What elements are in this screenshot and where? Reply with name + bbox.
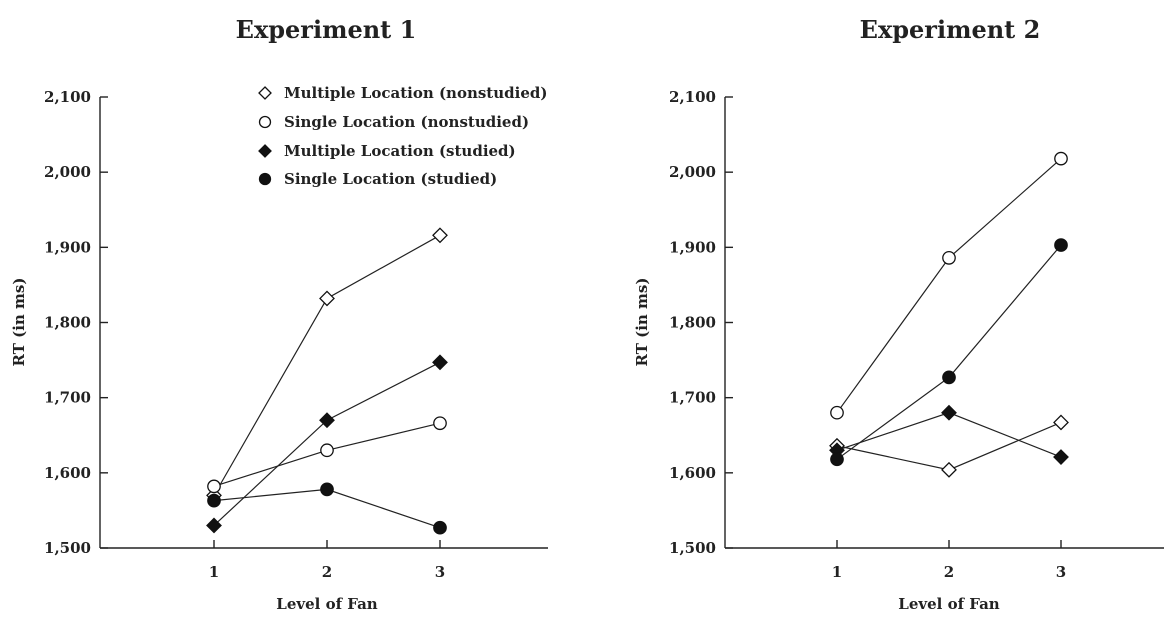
x-tick-label: 2 (944, 563, 954, 581)
chart-panel-2: Experiment 2 1,500 1,600 1,700 1,800 1,900 2,0… (633, 15, 1164, 613)
series-line-4 (836, 244, 1062, 460)
chart-title: Experiment 2 (860, 15, 1041, 44)
data-point (941, 404, 957, 421)
y-tick-label: 2,000 (44, 163, 91, 181)
y-tick-label: 1,800 (669, 314, 716, 332)
data-point (942, 251, 956, 265)
x-tick-label: 1 (209, 563, 219, 581)
y-tick-label: 2,100 (669, 88, 716, 106)
y-tick-label: 1,600 (44, 464, 91, 482)
data-point (1054, 238, 1068, 252)
legend-label: Multiple Location (nonstudied) (284, 84, 547, 102)
y-tick-label: 1,500 (669, 539, 716, 557)
chart-panel-1: Experiment 1 1,500 1,600 1,700 1,800 1,900 2,0… (10, 15, 548, 613)
data-point (207, 479, 221, 494)
y-axis-label: RT (in ms) (633, 278, 651, 367)
x-tick-label: 2 (322, 563, 332, 581)
y-tick-label: 2,100 (44, 88, 91, 106)
data-point (319, 290, 335, 307)
data-point (830, 452, 844, 467)
chart-title: Experiment 1 (236, 15, 417, 44)
data-point (206, 517, 222, 534)
y-tick-label: 1,600 (669, 464, 716, 482)
x-axis-label: Level of Fan (276, 595, 377, 613)
legend-label: Single Location (nonstudied) (284, 113, 529, 131)
data-point (830, 405, 844, 420)
x-tick-label: 3 (435, 563, 445, 581)
data-point (207, 493, 221, 508)
data-point (942, 370, 956, 385)
x-tick-label: 3 (1056, 563, 1066, 581)
y-tick-label: 1,700 (44, 389, 91, 407)
x-axis-label: Level of Fan (898, 595, 999, 613)
data-point (1054, 151, 1068, 166)
data-point (319, 412, 335, 429)
data-point (941, 461, 957, 478)
legend-marker (258, 115, 272, 129)
data-point (320, 482, 334, 497)
y-tick-label: 1,900 (44, 238, 91, 256)
data-point (432, 354, 448, 371)
y-tick-label: 1,700 (669, 389, 716, 407)
y-axis-label: RT (in ms) (10, 278, 28, 367)
data-point (1053, 414, 1069, 431)
legend-marker (258, 144, 272, 158)
data-point (433, 520, 447, 535)
data-point (320, 443, 334, 458)
legend-marker (258, 86, 272, 100)
legend-label: Multiple Location (studied) (284, 142, 516, 160)
y-tick-label: 1,900 (669, 238, 716, 256)
y-tick-label: 2,000 (669, 163, 716, 181)
y-tick-label: 1,500 (44, 539, 91, 557)
data-point (433, 416, 447, 431)
y-tick-label: 1,800 (44, 314, 91, 332)
legend-marker (258, 172, 272, 186)
legend: Multiple Location (nonstudied) Single Loc… (258, 84, 547, 188)
legend-label: Single Location (studied) (284, 170, 497, 188)
data-point (1053, 449, 1069, 465)
x-tick-label: 1 (832, 563, 842, 581)
data-point (432, 227, 448, 244)
